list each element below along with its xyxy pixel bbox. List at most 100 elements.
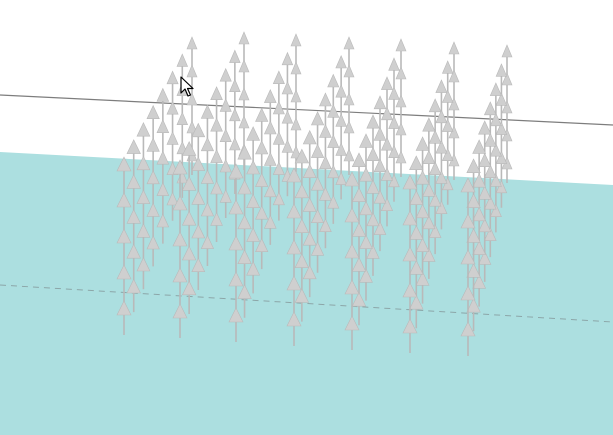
arrow-head	[478, 152, 492, 168]
arrow-head	[166, 70, 179, 85]
arrow-head	[402, 282, 418, 298]
horizon-line	[0, 94, 613, 126]
arrow-head	[238, 59, 250, 73]
arrow-head	[415, 203, 430, 219]
arrow-head	[428, 161, 442, 176]
arrow-head	[156, 87, 170, 102]
arrow-head	[286, 203, 302, 219]
arrow-head	[402, 210, 418, 226]
arrow-head	[373, 189, 387, 204]
arrow-head	[228, 235, 244, 251]
arrow-head	[344, 243, 360, 259]
arrow-head	[441, 89, 454, 103]
arrow-head	[228, 307, 244, 323]
vector-arrow	[501, 44, 513, 183]
arrow-head	[181, 245, 197, 261]
mouse-pointer-icon	[180, 76, 194, 97]
arrow-head	[428, 129, 442, 144]
arrow-head	[290, 89, 302, 103]
arrow-head	[409, 225, 424, 240]
arrow-head	[272, 130, 285, 145]
arrow-head	[310, 111, 325, 126]
arrow-head	[441, 147, 454, 162]
arrow-head	[229, 136, 241, 151]
arrow-head	[302, 197, 317, 212]
arrow-head	[366, 244, 380, 259]
vector-arrow	[415, 136, 430, 304]
arrow-head	[146, 170, 160, 185]
arrow-head	[478, 218, 492, 233]
vector-arrow	[246, 126, 261, 294]
arrow-head	[428, 98, 442, 113]
arrow-head	[335, 113, 347, 127]
arrow-head	[290, 117, 302, 131]
arrow-head	[200, 234, 215, 249]
arrow-head	[166, 100, 179, 115]
arrow-head	[210, 211, 223, 226]
arrow-head	[272, 191, 285, 206]
arrow-head	[359, 133, 373, 148]
arrow-head	[380, 197, 394, 212]
arrow-head	[136, 189, 151, 204]
arrow-head	[126, 139, 141, 154]
arrow-head	[228, 199, 244, 215]
arrow-head	[501, 128, 513, 142]
arrow-head	[388, 57, 400, 71]
arrow-head	[402, 174, 418, 190]
arrow-head	[255, 140, 269, 155]
arrow-head	[290, 61, 302, 75]
arrow-head	[343, 36, 355, 50]
arrow-head	[409, 259, 424, 275]
arrow-head	[246, 193, 261, 209]
arrow-head	[176, 53, 189, 67]
arrow-head	[478, 120, 492, 135]
arrow-head	[294, 183, 310, 199]
arrow-head	[327, 73, 340, 88]
arrow-head	[351, 291, 367, 307]
arrow-head	[286, 239, 302, 255]
arrow-head	[181, 280, 197, 296]
arrow-head	[409, 190, 424, 205]
arrow-head	[237, 214, 252, 230]
arrow-head	[229, 78, 241, 93]
arrow-head	[409, 155, 424, 171]
arrow-head	[448, 69, 460, 83]
arrow-head	[263, 214, 277, 229]
arrow-head	[466, 193, 481, 208]
arrow-head	[373, 158, 387, 173]
arrow-head	[281, 139, 294, 153]
arrow-head	[460, 321, 476, 337]
arrow-head	[186, 120, 198, 134]
arrow-head	[302, 163, 317, 179]
arrow-head	[200, 104, 215, 119]
arrow-head	[191, 156, 206, 171]
arrow-head	[495, 150, 508, 165]
arrow-head	[501, 44, 513, 58]
arrow-head	[272, 70, 285, 85]
vector-arrow	[228, 163, 244, 342]
vector-arrow	[388, 57, 400, 202]
arrow-head	[310, 176, 325, 191]
arrow-head	[327, 164, 340, 179]
arrow-head	[219, 67, 232, 82]
vector-arrow	[191, 122, 206, 290]
arrow-head	[200, 137, 215, 152]
arrow-head	[478, 185, 492, 200]
vector-arrow	[319, 92, 332, 249]
arrow-head	[344, 207, 360, 223]
arrow-head	[310, 241, 325, 256]
arrow-head	[246, 227, 261, 242]
vector-arrow	[181, 141, 197, 314]
vector-arrow	[302, 129, 317, 298]
arrow-head	[395, 94, 407, 108]
arrow-head	[415, 136, 430, 151]
arrow-head	[263, 183, 277, 198]
arrow-head	[237, 144, 252, 160]
arrow-head	[146, 137, 160, 152]
arrow-head	[210, 180, 223, 195]
arrow-head	[156, 150, 170, 165]
arrow-head	[116, 192, 132, 208]
arrow-head	[186, 36, 198, 50]
